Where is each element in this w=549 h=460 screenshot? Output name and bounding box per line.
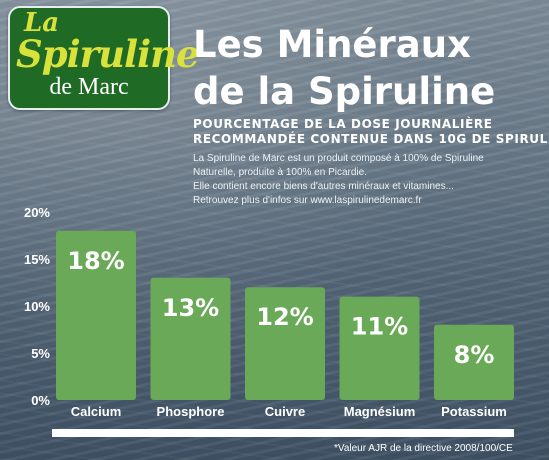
x-tick-label: Magnésium (344, 404, 416, 419)
logo-de-marc: de Marc (49, 74, 129, 100)
bar-phosphore (150, 277, 231, 400)
bar-calcium (56, 230, 136, 400)
logo-la: La (24, 8, 60, 38)
data-label: 12% (256, 303, 313, 331)
page-title-line-1: Les Minéraux (193, 23, 471, 66)
x-tick-label: Phosphore (157, 404, 225, 419)
data-label: 8% (454, 341, 495, 369)
x-tick-label: Potassium (441, 404, 507, 419)
brand-logo: La Spiruline de Marc (8, 6, 200, 110)
y-tick-label: 5% (31, 346, 50, 361)
x-axis-bar (52, 429, 514, 437)
description-line-2: Naturelle, produite à 100% en Picardie. (193, 167, 367, 178)
description-line-1: La Spiruline de Marc est un produit comp… (193, 153, 484, 164)
page-title-line-2: de la Spiruline (193, 70, 496, 113)
x-tick-label: Calcium (71, 404, 122, 419)
description-line-3: Elle contient encore biens d'autres miné… (193, 181, 454, 192)
data-label: 11% (351, 313, 408, 341)
data-label: 18% (67, 247, 124, 275)
y-tick-label: 10% (24, 299, 50, 314)
x-tick-label: Cuivre (265, 404, 305, 419)
subtitle-line-2: RECOMMANDÉE CONTENUE DANS 10G DE SPIRULI… (193, 132, 549, 146)
description-line-4: Retrouvez plus d'infos sur www.laspiruli… (193, 195, 422, 206)
bar-potassium (434, 324, 514, 400)
y-tick-label: 15% (24, 252, 50, 267)
bar-cuivre (245, 287, 325, 400)
data-label: 13% (162, 294, 219, 322)
bar-magnésium (339, 296, 420, 400)
y-tick-label: 0% (31, 393, 50, 408)
footnote: *Valeur AJR de la directive 2008/100/CE (334, 443, 513, 454)
subtitle-line-1: POURCENTAGE DE LA DOSE JOURNALIÈRE (193, 117, 493, 131)
y-tick-label: 20% (24, 205, 50, 220)
